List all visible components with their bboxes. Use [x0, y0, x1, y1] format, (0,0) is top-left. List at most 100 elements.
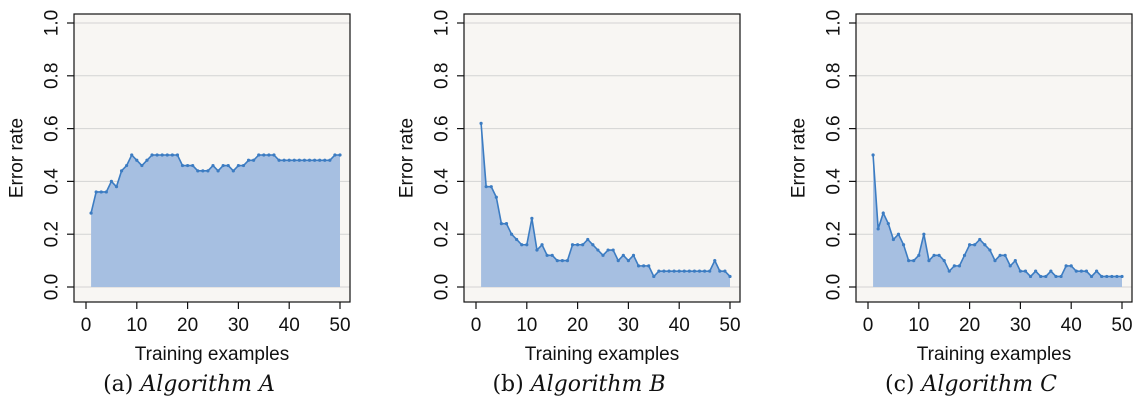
- caption-name: Algorithm C: [921, 372, 1057, 397]
- x-tick-label: 20: [959, 315, 980, 336]
- x-tick-label: 0: [81, 315, 92, 336]
- data-point: [697, 269, 702, 273]
- plot-frame: [73, 13, 351, 303]
- data-point: [241, 163, 246, 168]
- data-point: [1100, 274, 1104, 279]
- data-point: [338, 153, 342, 157]
- y-tick-label: 0.6: [42, 115, 63, 141]
- data-point: [927, 259, 931, 263]
- data-point: [687, 269, 691, 273]
- data-point: [682, 269, 686, 273]
- y-tick-label: 0.0: [432, 274, 453, 300]
- data-point: [1095, 269, 1099, 273]
- data-point: [479, 121, 483, 125]
- caption-prefix: (a): [103, 372, 134, 397]
- y-tick-label: 1.0: [432, 10, 453, 36]
- data-point: [525, 243, 529, 247]
- data-point: [1028, 274, 1033, 279]
- data-point: [211, 163, 215, 168]
- data-point: [937, 253, 941, 257]
- data-point: [896, 232, 901, 236]
- chart-panel-b: 0 10 20 30 40 50 0.0 0.2 0.4 0.6 0.8 1.0 Training ex…: [390, 0, 768, 413]
- data-point: [509, 232, 514, 236]
- y-tick-label: 0.8: [824, 63, 845, 89]
- data-point: [109, 179, 113, 183]
- data-point: [540, 243, 544, 247]
- x-tick-label: 0: [863, 315, 874, 336]
- data-point: [550, 253, 554, 257]
- data-point: [988, 248, 992, 252]
- data-point: [201, 169, 205, 173]
- data-point: [636, 264, 641, 268]
- data-point: [932, 253, 936, 257]
- data-point: [489, 185, 493, 189]
- data-point: [1084, 269, 1089, 273]
- data-point: [708, 269, 712, 273]
- x-axis-title: Training examples: [525, 344, 680, 365]
- data-point: [657, 269, 661, 273]
- data-point: [302, 158, 307, 162]
- x-tick-label: 20: [177, 315, 198, 336]
- y-tick-label: 0.2: [824, 221, 845, 247]
- data-point: [1115, 274, 1119, 279]
- data-point: [626, 259, 630, 263]
- data-point: [94, 190, 98, 194]
- data-point: [718, 269, 722, 273]
- data-point: [231, 169, 235, 173]
- data-point: [545, 253, 549, 257]
- data-point: [180, 163, 185, 168]
- data-point: [1044, 274, 1048, 279]
- data-point: [252, 158, 256, 162]
- data-point: [586, 237, 590, 242]
- x-tick-label: 50: [719, 315, 740, 336]
- data-point: [692, 269, 697, 273]
- data-point: [282, 158, 286, 162]
- data-point: [1008, 264, 1012, 268]
- data-point: [576, 243, 580, 247]
- data-point: [267, 153, 271, 157]
- y-tick-label: 1.0: [824, 10, 845, 36]
- x-tick-label: 40: [669, 315, 690, 336]
- data-point: [1003, 253, 1007, 257]
- data-point: [530, 216, 534, 220]
- data-point: [983, 243, 987, 247]
- data-point: [611, 248, 615, 252]
- data-point: [328, 158, 332, 162]
- data-point: [99, 190, 103, 194]
- data-point: [1023, 269, 1028, 273]
- data-point: [246, 158, 251, 162]
- plot-frame: [463, 13, 741, 303]
- x-tick-label: 30: [618, 315, 639, 336]
- data-point: [1013, 259, 1017, 263]
- x-tick-label: 30: [1010, 315, 1031, 336]
- data-point: [216, 169, 220, 173]
- x-tick-label: 10: [516, 315, 537, 336]
- data-point: [652, 274, 656, 279]
- data-point: [713, 259, 717, 263]
- data-point: [917, 253, 921, 257]
- x-tick-label: 40: [1061, 315, 1082, 336]
- x-tick-label: 0: [471, 315, 482, 336]
- data-point: [262, 153, 266, 157]
- data-point: [1039, 274, 1043, 279]
- data-point: [1054, 274, 1058, 279]
- data-point: [968, 243, 972, 247]
- data-point: [703, 269, 707, 273]
- data-point: [677, 269, 681, 273]
- data-point: [313, 158, 317, 162]
- data-point: [560, 259, 564, 263]
- data-point: [236, 163, 240, 168]
- data-point: [555, 259, 559, 263]
- data-point: [206, 169, 210, 173]
- data-point: [1079, 269, 1083, 273]
- data-point: [160, 153, 164, 157]
- data-point: [922, 232, 926, 236]
- data-point: [297, 158, 301, 162]
- x-tick-label: 30: [228, 315, 249, 336]
- data-point: [257, 153, 261, 157]
- data-point: [667, 269, 671, 273]
- y-tick-label: 1.0: [42, 10, 63, 36]
- y-tick-label: 0.4: [42, 168, 63, 195]
- data-point: [1064, 264, 1068, 268]
- data-point: [871, 153, 875, 157]
